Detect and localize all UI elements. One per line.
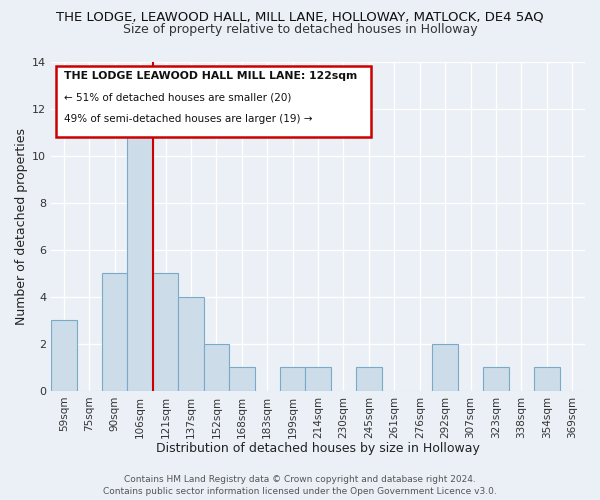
Bar: [102, 273, 127, 391]
Bar: [229, 368, 254, 391]
Y-axis label: Number of detached properties: Number of detached properties: [15, 128, 28, 324]
Bar: [305, 368, 331, 391]
Text: THE LODGE LEAWOOD HALL MILL LANE: 122sqm: THE LODGE LEAWOOD HALL MILL LANE: 122sqm: [64, 72, 358, 82]
Text: Size of property relative to detached houses in Holloway: Size of property relative to detached ho…: [122, 22, 478, 36]
FancyBboxPatch shape: [56, 66, 371, 137]
X-axis label: Distribution of detached houses by size in Holloway: Distribution of detached houses by size …: [156, 442, 480, 455]
Text: Contains public sector information licensed under the Open Government Licence v3: Contains public sector information licen…: [103, 487, 497, 496]
Bar: [280, 368, 305, 391]
Bar: [178, 296, 203, 391]
Text: 49% of semi-detached houses are larger (19) →: 49% of semi-detached houses are larger (…: [64, 114, 313, 124]
Bar: [484, 368, 509, 391]
Bar: [356, 368, 382, 391]
Bar: [534, 368, 560, 391]
Bar: [127, 108, 153, 391]
Bar: [153, 273, 178, 391]
Bar: [433, 344, 458, 391]
Text: ← 51% of detached houses are smaller (20): ← 51% of detached houses are smaller (20…: [64, 93, 292, 103]
Bar: [203, 344, 229, 391]
Bar: [51, 320, 77, 391]
Text: THE LODGE, LEAWOOD HALL, MILL LANE, HOLLOWAY, MATLOCK, DE4 5AQ: THE LODGE, LEAWOOD HALL, MILL LANE, HOLL…: [56, 10, 544, 23]
Text: Contains HM Land Registry data © Crown copyright and database right 2024.: Contains HM Land Registry data © Crown c…: [124, 475, 476, 484]
